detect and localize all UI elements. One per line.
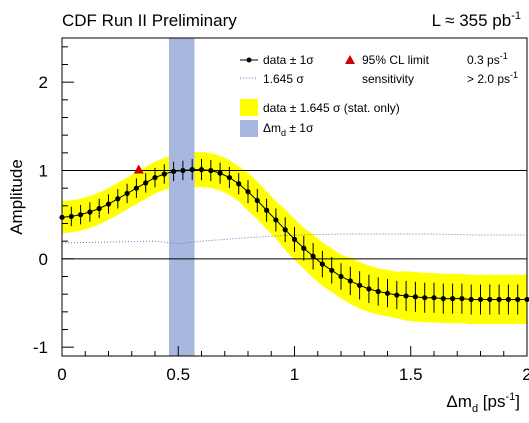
data-point bbox=[282, 227, 288, 233]
data-point bbox=[264, 207, 270, 213]
data-point bbox=[459, 295, 465, 302]
y-tick-label: 0 bbox=[39, 250, 48, 269]
data-point bbox=[180, 167, 186, 174]
limit-marker bbox=[133, 164, 144, 174]
data-point bbox=[338, 273, 344, 280]
legend-sensitivity-label: sensitivity bbox=[362, 72, 414, 86]
legend-limit-value: 0.3 ps-1 bbox=[467, 51, 508, 67]
data-point bbox=[515, 296, 521, 303]
data-point bbox=[115, 196, 121, 202]
y-axis-label: Amplitude bbox=[7, 159, 26, 235]
data-point bbox=[236, 181, 242, 187]
y-tick-label: -1 bbox=[33, 338, 48, 357]
data-point bbox=[143, 180, 149, 186]
data-point bbox=[189, 167, 195, 173]
data-point bbox=[254, 197, 260, 204]
data-point bbox=[310, 253, 316, 259]
data-point bbox=[375, 288, 381, 295]
legend-band-swatch bbox=[240, 99, 258, 116]
data-point bbox=[477, 296, 484, 303]
data-point bbox=[198, 167, 205, 173]
data-point bbox=[319, 261, 325, 267]
legend-data-label: data ± 1σ bbox=[263, 53, 314, 67]
data-point bbox=[394, 292, 400, 298]
data-point bbox=[133, 185, 139, 191]
legend-limit-label: 95% CL limit bbox=[362, 53, 430, 67]
data-point bbox=[412, 294, 418, 300]
data-point bbox=[68, 213, 74, 220]
data-point bbox=[161, 171, 167, 177]
data-point bbox=[208, 167, 214, 174]
data-point bbox=[440, 295, 446, 302]
luminosity-label: L ≈ 355 pb-1 bbox=[432, 10, 521, 30]
dm-d-band bbox=[168, 38, 195, 356]
data-point bbox=[384, 290, 391, 296]
legend-data-marker bbox=[246, 57, 252, 63]
legend-sensitivity-sigma: 1.645 σ bbox=[263, 72, 304, 86]
axes: 0 0.5 1 1.5 2 -1 0 1 2 bbox=[33, 46, 529, 384]
data-point bbox=[403, 293, 409, 299]
data-point bbox=[273, 217, 279, 223]
data-point bbox=[226, 174, 232, 181]
data-point bbox=[217, 170, 223, 176]
x-tick-label: 1 bbox=[290, 365, 299, 384]
data-point bbox=[152, 174, 158, 181]
x-tick-label: 1.5 bbox=[399, 365, 423, 384]
legend-band-label: data ± 1.645 σ (stat. only) bbox=[263, 101, 400, 115]
data-point bbox=[245, 189, 251, 195]
legend: data ± 1σ 95% CL limit 0.3 ps-1 1.645 σ … bbox=[240, 51, 518, 138]
data-point bbox=[366, 286, 372, 292]
data-point bbox=[505, 296, 511, 303]
y-tick-label: 2 bbox=[39, 73, 48, 92]
data-point bbox=[487, 296, 493, 303]
data-point bbox=[87, 209, 93, 215]
plot-area bbox=[59, 38, 529, 356]
experiment-label: CDF Run II Preliminary bbox=[62, 11, 237, 30]
data-point bbox=[422, 295, 428, 301]
data-point bbox=[78, 212, 84, 218]
data-point bbox=[124, 190, 130, 197]
data-point bbox=[468, 296, 474, 303]
data-point bbox=[96, 205, 102, 212]
data-point bbox=[171, 168, 177, 174]
legend-limit-marker bbox=[345, 55, 355, 64]
legend-sensitivity-value: > 2.0 ps-1 bbox=[467, 70, 518, 86]
data-point bbox=[450, 295, 456, 302]
x-axis-label: Δmd [ps-1] bbox=[446, 391, 520, 415]
data-point bbox=[301, 245, 307, 251]
x-tick-label: 2 bbox=[522, 365, 529, 384]
y-tick-label: 1 bbox=[39, 162, 48, 181]
data-point bbox=[496, 296, 502, 303]
data-point bbox=[347, 278, 353, 284]
data-point bbox=[357, 282, 363, 288]
data-point bbox=[291, 236, 298, 242]
data-point bbox=[329, 267, 335, 273]
data-point bbox=[431, 295, 437, 301]
x-tick-label: 0.5 bbox=[166, 365, 190, 384]
legend-dm-label: Δmd ± 1σ bbox=[263, 121, 314, 138]
legend-dm-swatch bbox=[240, 120, 258, 137]
x-tick-label: 0 bbox=[57, 365, 66, 384]
data-point bbox=[105, 201, 112, 207]
